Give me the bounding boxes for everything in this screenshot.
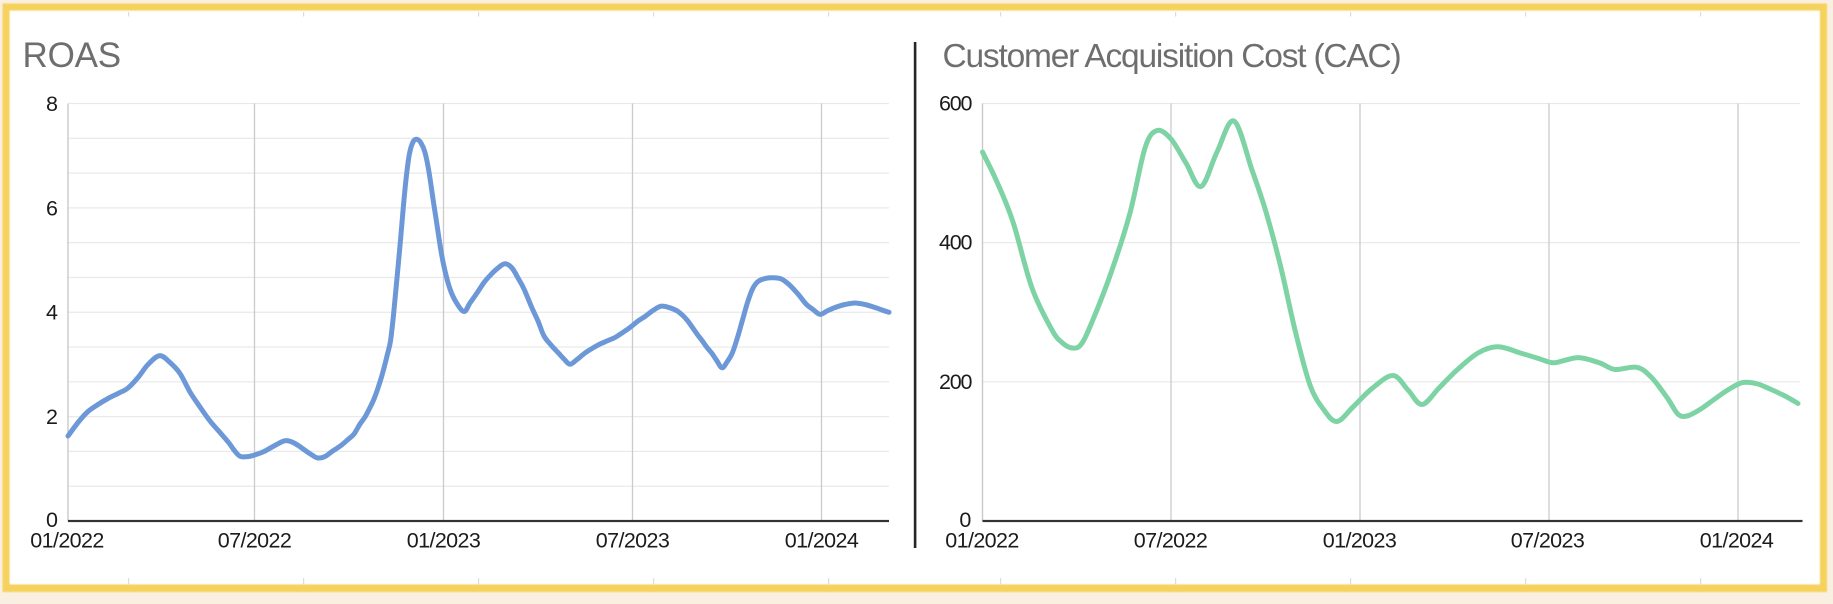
svg-text:07/2023: 07/2023 [1511,529,1585,553]
svg-text:ROAS: ROAS [23,36,121,75]
svg-text:600: 600 [939,92,973,116]
svg-text:400: 400 [939,231,973,255]
svg-text:01/2023: 01/2023 [1323,529,1397,553]
svg-text:07/2023: 07/2023 [596,529,670,553]
svg-text:4: 4 [46,301,58,325]
svg-text:01/2024: 01/2024 [1700,529,1774,553]
svg-text:01/2022: 01/2022 [945,529,1019,553]
svg-text:0: 0 [46,508,58,532]
svg-text:0: 0 [959,508,971,532]
svg-text:07/2022: 07/2022 [1134,529,1208,553]
svg-text:01/2023: 01/2023 [407,529,481,553]
svg-text:01/2022: 01/2022 [30,529,104,553]
svg-text:07/2022: 07/2022 [218,529,292,553]
svg-text:6: 6 [46,196,58,220]
svg-text:01/2024: 01/2024 [785,529,859,553]
svg-text:200: 200 [939,370,973,394]
svg-text:2: 2 [46,405,58,429]
svg-text:8: 8 [46,92,58,116]
svg-text:Customer Acquisition Cost (CAC: Customer Acquisition Cost (CAC) [943,38,1401,75]
